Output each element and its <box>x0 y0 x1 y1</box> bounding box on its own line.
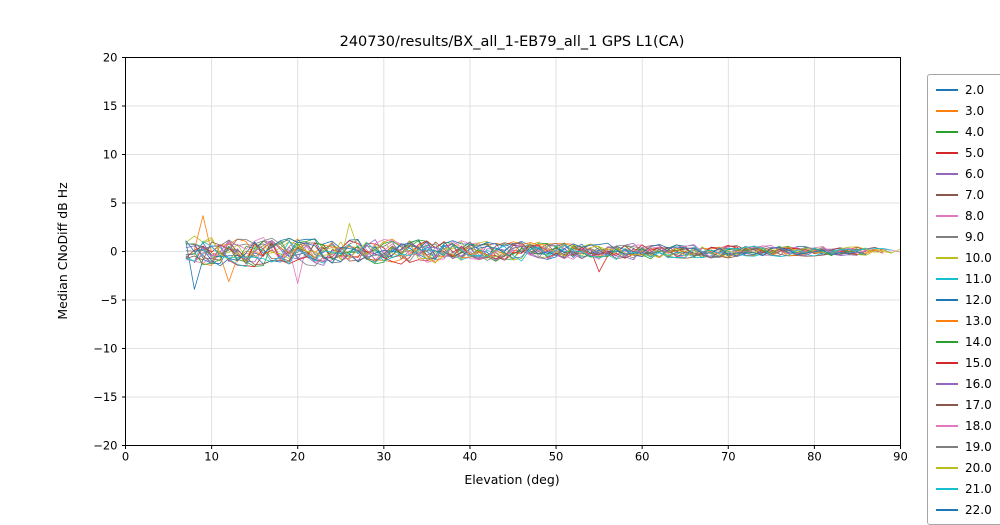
legend-label: 10.0 <box>965 250 992 265</box>
legend-item: 6.0 <box>936 163 1000 184</box>
x-tick-label: 80 <box>807 450 822 464</box>
legend-label: 5.0 <box>965 145 985 160</box>
legend-label: 4.0 <box>965 124 985 139</box>
legend-label: 18.0 <box>965 418 992 433</box>
x-axis-label: Elevation (deg) <box>464 472 559 487</box>
y-tick-label: −5 <box>101 293 118 307</box>
legend-item: 16.0 <box>936 373 1000 394</box>
legend-label: 17.0 <box>965 397 992 412</box>
y-tick-label: −15 <box>93 390 117 404</box>
legend-label: 7.0 <box>965 187 985 202</box>
legend-item: 5.0 <box>936 142 1000 163</box>
legend-label: 13.0 <box>965 313 992 328</box>
legend-item: 3.0 <box>936 100 1000 121</box>
series-line <box>185 241 850 266</box>
data-series <box>185 215 901 290</box>
legend-swatch <box>936 88 958 91</box>
legend-swatch <box>936 466 958 469</box>
series-line <box>185 240 867 265</box>
legend-swatch <box>936 193 958 196</box>
legend-swatch <box>936 298 958 301</box>
legend-label: 16.0 <box>965 376 992 391</box>
legend-swatch <box>936 130 958 133</box>
legend-swatch <box>936 340 958 343</box>
legend-item: 8.0 <box>936 205 1000 226</box>
series-line <box>194 240 893 265</box>
legend-item: 19.0 <box>936 436 1000 457</box>
legend-swatch <box>936 151 958 154</box>
legend-item: 12.0 <box>936 289 1000 310</box>
x-tick-label: 50 <box>549 450 564 464</box>
legend-label: 8.0 <box>965 208 985 223</box>
y-tick-label: 15 <box>103 99 118 113</box>
legend-swatch <box>936 487 958 490</box>
x-tick-label: 30 <box>377 450 392 464</box>
legend-swatch <box>936 256 958 259</box>
legend-swatch <box>936 109 958 112</box>
y-tick-label: −20 <box>93 439 117 453</box>
y-tick-label: 10 <box>103 148 118 162</box>
legend-label: 14.0 <box>965 334 992 349</box>
legend-swatch <box>936 403 958 406</box>
plot-area: 0 10 20 30 40 50 60 70 80 90 −20 −15 −10 −5 0 5 10 15 20 2… <box>55 34 908 487</box>
legend-item: 9.0 <box>936 226 1000 247</box>
legend-swatch <box>936 172 958 175</box>
x-tick-label: 90 <box>893 450 908 464</box>
legend-label: 19.0 <box>965 439 992 454</box>
x-tick-label: 70 <box>721 450 736 464</box>
legend-item: 4.0 <box>936 121 1000 142</box>
chart-figure: 0 10 20 30 40 50 60 70 80 90 −20 −15 −10 −5 0 5 10 15 20 2… <box>55 34 1000 525</box>
legend: 2.0 3.0 4.0 5.0 6.0 7.0 8.0 9.0 10.0 11.0 12.0 13.0… <box>927 74 1000 525</box>
x-tick-label: 0 <box>122 450 129 464</box>
legend-swatch <box>936 424 958 427</box>
legend-label: 12.0 <box>965 292 992 307</box>
legend-item: 17.0 <box>936 394 1000 415</box>
legend-item: 2.0 <box>936 79 1000 100</box>
series-line <box>185 237 867 267</box>
axes: 0 10 20 30 40 50 60 70 80 90 −20 −15 −10 −5 0 5 10 15 20 <box>93 51 908 464</box>
legend-label: 21.0 <box>965 481 992 496</box>
legend-item: 18.0 <box>936 415 1000 436</box>
legend-swatch <box>936 445 958 448</box>
legend-swatch <box>936 361 958 364</box>
legend-item: 13.0 <box>936 310 1000 331</box>
legend-swatch <box>936 277 958 280</box>
legend-label: 15.0 <box>965 355 992 370</box>
legend-item: 7.0 <box>936 184 1000 205</box>
series-line <box>185 235 901 264</box>
y-tick-label: −10 <box>93 342 117 356</box>
legend-swatch <box>936 508 958 511</box>
legend-label: 20.0 <box>965 460 992 475</box>
legend-label: 22.0 <box>965 502 992 517</box>
chart-title: 240730/results/BX_all_1-EB79_all_1 GPS L… <box>340 34 685 50</box>
legend-label: 9.0 <box>965 229 985 244</box>
legend-label: 11.0 <box>965 271 992 286</box>
y-tick-label: 20 <box>103 51 118 65</box>
legend-item: 11.0 <box>936 268 1000 289</box>
legend-item: 10.0 <box>936 247 1000 268</box>
x-tick-label: 20 <box>290 450 305 464</box>
legend-label: 3.0 <box>965 103 985 118</box>
legend-item: 21.0 <box>936 478 1000 499</box>
legend-item: 20.0 <box>936 457 1000 478</box>
legend-swatch <box>936 382 958 385</box>
legend-item: 14.0 <box>936 331 1000 352</box>
legend-item: 15.0 <box>936 352 1000 373</box>
legend-swatch <box>936 235 958 238</box>
legend-label: 6.0 <box>965 166 985 181</box>
series-line <box>185 237 858 264</box>
legend-item: 22.0 <box>936 499 1000 520</box>
legend-swatch <box>936 319 958 322</box>
x-tick-label: 40 <box>463 450 478 464</box>
y-tick-label: 0 <box>110 245 117 259</box>
legend-label: 2.0 <box>965 82 985 97</box>
legend-swatch <box>936 214 958 217</box>
y-tick-label: 5 <box>110 196 117 210</box>
y-axis-label: Median CNoDiff dB Hz <box>55 182 70 320</box>
x-tick-label: 60 <box>635 450 650 464</box>
x-tick-label: 10 <box>204 450 219 464</box>
